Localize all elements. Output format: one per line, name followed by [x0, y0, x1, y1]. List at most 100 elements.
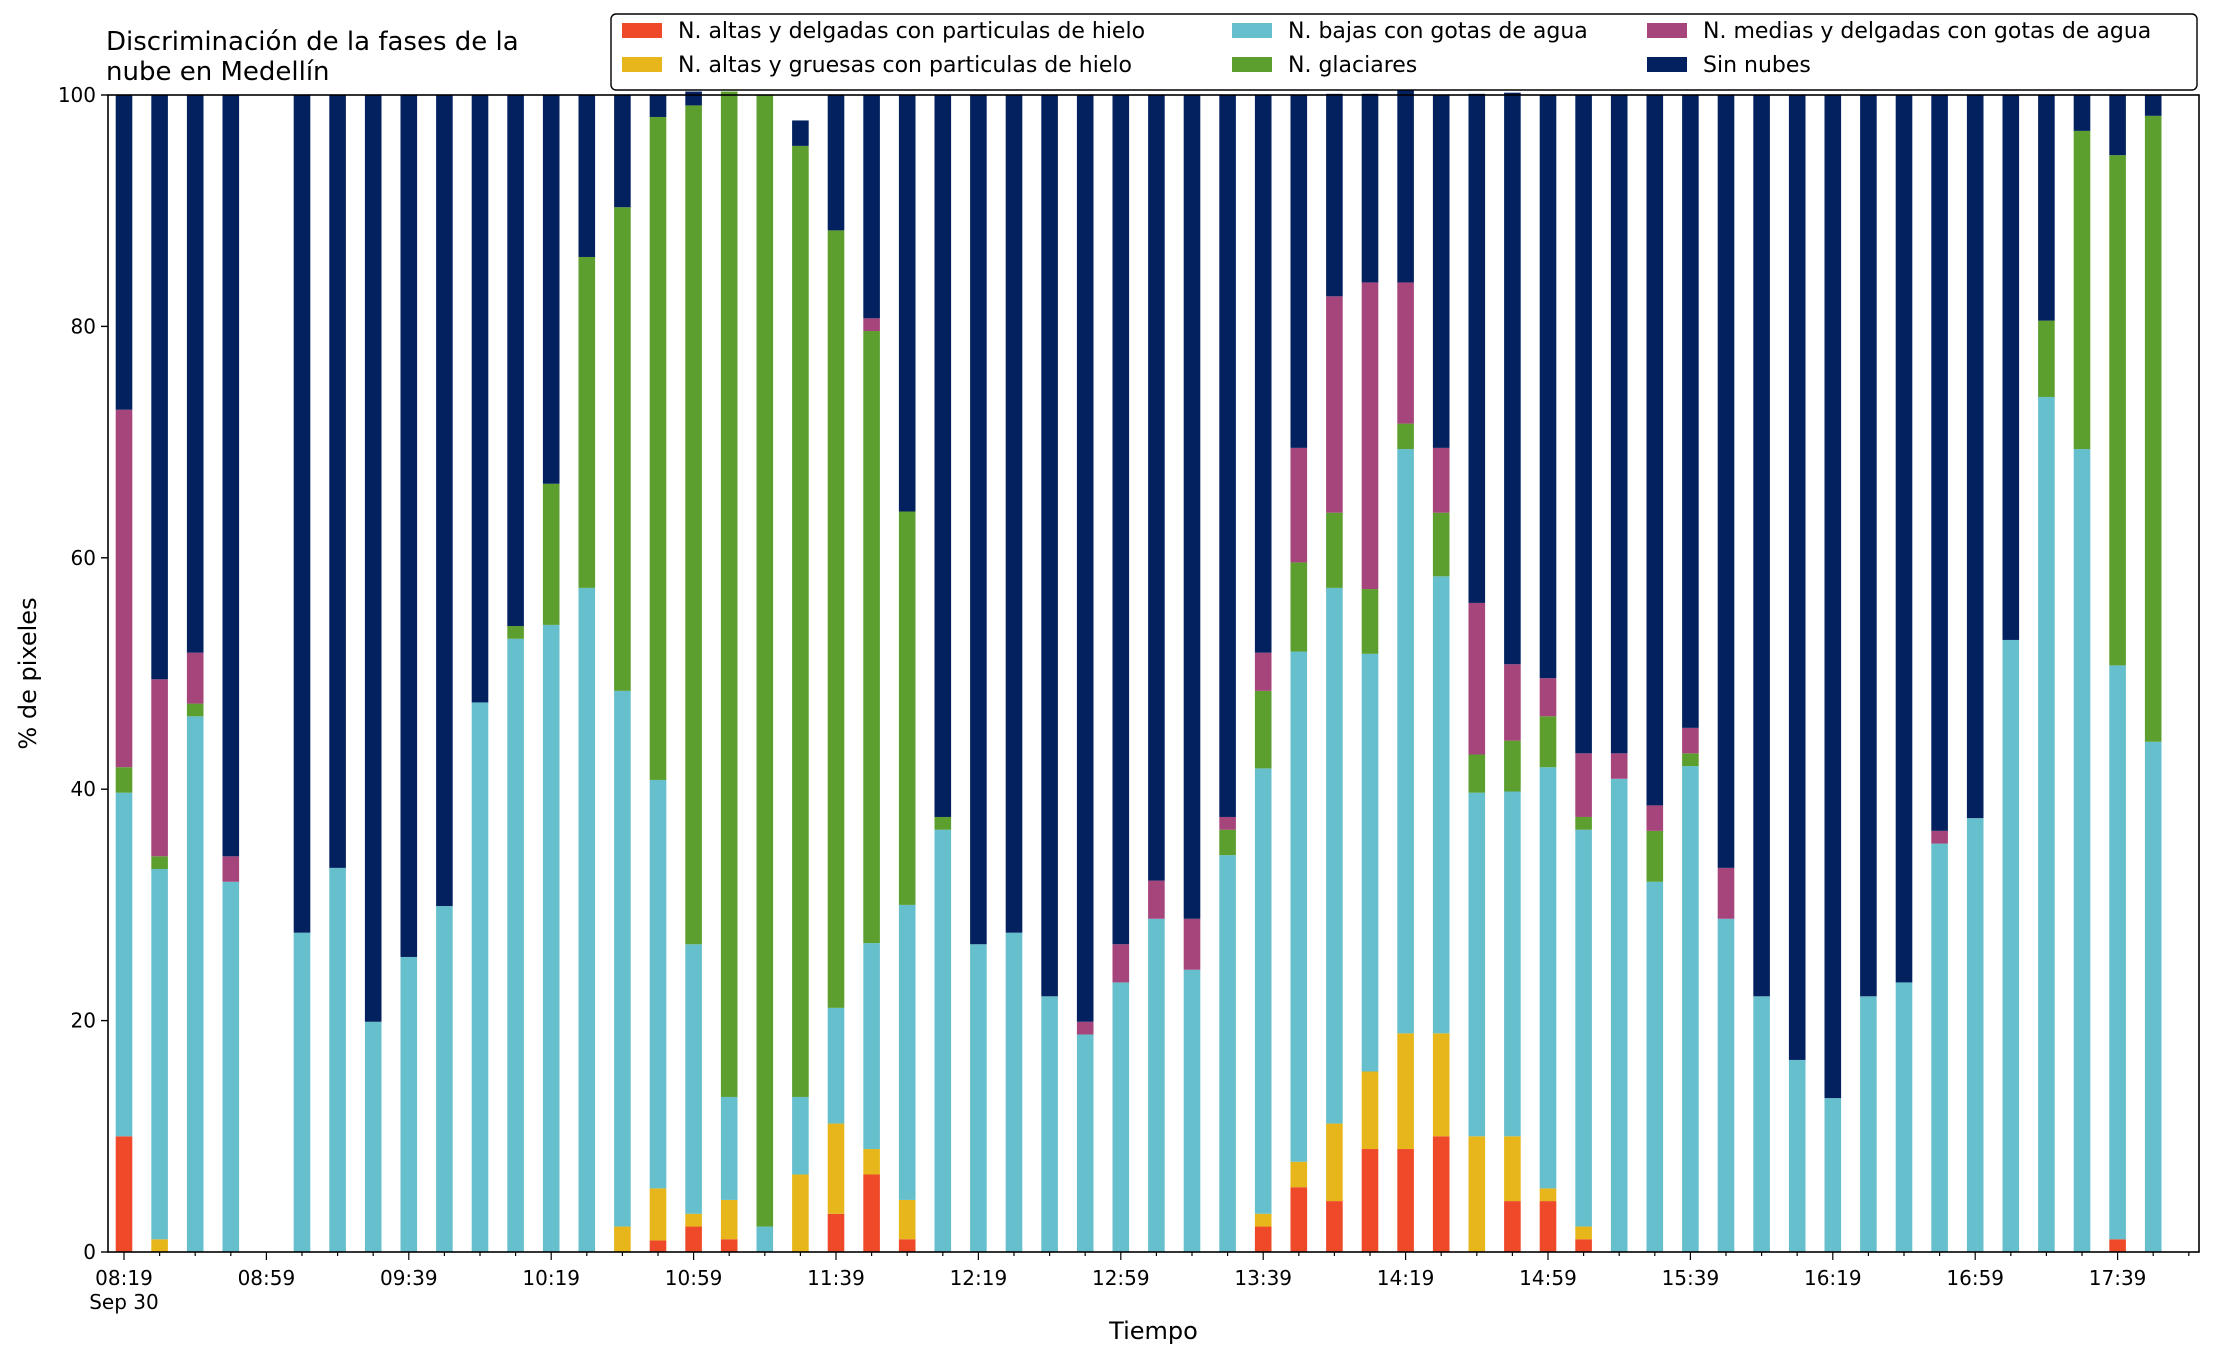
bar-segment	[2074, 131, 2091, 449]
bar-segment	[1255, 653, 1272, 691]
bar-segment	[1469, 94, 1486, 603]
bar-segment	[1789, 95, 1806, 1060]
bar-segment	[935, 830, 952, 1252]
bar-segment	[650, 780, 667, 1188]
x-tick-label: 14:59	[1519, 1266, 1577, 1290]
bar-segment	[2109, 665, 2126, 1239]
bar-segment	[721, 1097, 738, 1200]
bar-segment	[2109, 155, 2126, 665]
bar-segment	[1433, 1136, 1450, 1252]
bar-segment	[543, 625, 560, 1252]
bar-segment	[1219, 830, 1236, 855]
legend-swatch	[1647, 23, 1687, 38]
bar-segment	[1647, 882, 1664, 1252]
bar-segment	[1825, 1098, 1842, 1252]
bar-segment	[650, 1240, 667, 1252]
y-tick-label: 60	[71, 546, 96, 570]
bar-segment	[2038, 321, 2055, 397]
bar-segment	[294, 933, 311, 1252]
bar-segment	[1362, 282, 1379, 589]
bar-segment	[1326, 1124, 1343, 1202]
bar-segment	[187, 95, 204, 653]
bar-segment	[2074, 95, 2091, 131]
bar-segment	[2074, 449, 2091, 1252]
bar-segment	[1362, 94, 1379, 283]
bar-segment	[863, 1149, 880, 1174]
bar-segment	[1682, 766, 1699, 1252]
bar-segment	[1540, 767, 1557, 1188]
legend-swatch	[1647, 57, 1687, 72]
y-tick-label: 100	[58, 83, 96, 107]
bar-segment	[650, 95, 667, 117]
bar-segment	[1291, 562, 1308, 651]
bar-segment	[1647, 805, 1664, 830]
bar-segment	[2038, 95, 2055, 321]
bar-segment	[1433, 1033, 1450, 1136]
bar-segment	[1113, 95, 1130, 944]
x-tick-label: 11:39	[807, 1266, 865, 1290]
x-tick-label: 10:19	[522, 1266, 580, 1290]
bar-segment	[1789, 1060, 1806, 1252]
bar-segment	[1718, 95, 1735, 868]
legend-swatch	[622, 57, 662, 72]
bar-segment	[1219, 95, 1236, 817]
bar-segment	[1860, 996, 1877, 1252]
bar-segment	[1469, 603, 1486, 755]
bar-segment	[1504, 792, 1521, 1137]
bar-segment	[2003, 640, 2020, 1252]
bar-segment	[1362, 589, 1379, 654]
bar-segment	[1753, 996, 1770, 1252]
bar-segment	[757, 1227, 774, 1252]
x-tick-label: 16:19	[1804, 1266, 1862, 1290]
bar-segment	[223, 856, 240, 881]
bar-segment	[1255, 1227, 1272, 1252]
bar-segment	[1647, 831, 1664, 882]
bar-segment	[1077, 1022, 1094, 1035]
bar-segment	[1540, 1188, 1557, 1201]
bar-segment	[1326, 588, 1343, 1124]
bar-segment	[970, 95, 987, 944]
bar-segment	[543, 95, 560, 484]
bar-segment	[1006, 933, 1023, 1252]
bar-segment	[1077, 95, 1094, 1022]
bar-segment	[401, 95, 418, 957]
bar-segment	[1326, 296, 1343, 512]
bar-segment	[1540, 678, 1557, 716]
bar-segment	[1753, 95, 1770, 996]
bar-segment	[1148, 95, 1165, 881]
bar-segment	[2109, 1239, 2126, 1252]
bar-segment	[472, 95, 489, 702]
bar-segment	[507, 639, 524, 1252]
bar-segment	[1611, 753, 1628, 778]
bar-segment	[1682, 728, 1699, 753]
x-tick-label: 08:59	[238, 1266, 296, 1290]
legend-label: N. altas y delgadas con particulas de hi…	[678, 19, 1145, 44]
bar-segment	[543, 484, 560, 625]
bar-segment	[1326, 94, 1343, 296]
legend-swatch	[622, 23, 662, 38]
bar-segment	[436, 95, 453, 906]
bar-segment	[116, 793, 133, 1137]
bar-segment	[1362, 1149, 1379, 1252]
bar-segment	[1931, 831, 1948, 844]
legend-label: N. medias y delgadas con gotas de agua	[1703, 19, 2151, 44]
legend-label: N. altas y gruesas con particulas de hie…	[678, 53, 1132, 78]
bar-segment	[187, 653, 204, 704]
bar-segment	[650, 117, 667, 780]
bar-segment	[685, 1214, 702, 1227]
bar-segment	[1682, 753, 1699, 766]
bar-segment	[828, 1214, 845, 1252]
bar-segment	[365, 95, 382, 1022]
bar-segment	[2109, 95, 2126, 155]
bar-segment	[472, 702, 489, 1252]
bar-segment	[1397, 449, 1414, 1033]
bar-segment	[294, 95, 311, 933]
chart: Discriminación de la fases de lanube en …	[0, 0, 2216, 1355]
bar-segment	[899, 905, 916, 1200]
bar-segment	[1611, 95, 1628, 753]
bar-segment	[1006, 95, 1023, 933]
bar-segment	[1647, 95, 1664, 805]
x-tick-label: 15:39	[1662, 1266, 1720, 1290]
x-tick-label: Sep 30	[89, 1290, 159, 1314]
